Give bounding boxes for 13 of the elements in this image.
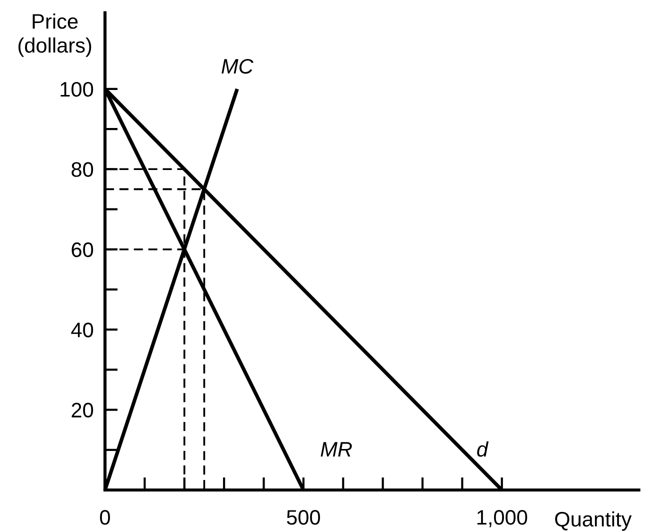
x-tick-label: 1,000 (477, 510, 528, 528)
y-tick-label: 40 (71, 322, 94, 338)
y-axis-title: Price (dollars) (18, 13, 92, 57)
y-tick-label: 100 (60, 82, 94, 97)
x-tick-label: 0 (100, 510, 110, 525)
series-label: MC (222, 58, 254, 74)
x-tick-label: 500 (286, 510, 320, 525)
y-tick-label: 60 (72, 242, 94, 258)
y-tick-label: 20 (72, 402, 94, 418)
series-label: d (477, 441, 489, 457)
series-label: MR (320, 442, 352, 457)
x-axis-title: Quantity (555, 511, 632, 531)
y-tick-label: 80 (72, 162, 94, 177)
